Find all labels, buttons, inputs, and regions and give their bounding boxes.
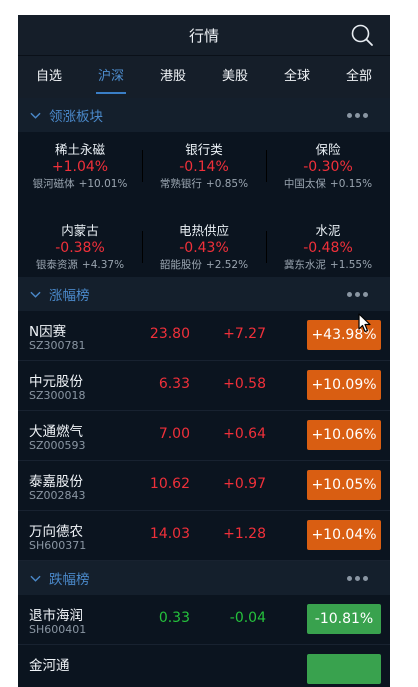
- sector-card[interactable]: 水泥 -0.48% 冀东水泥 +1.55%: [266, 213, 390, 274]
- stock-code: SZ300781: [29, 339, 86, 352]
- stock-code: SH600371: [29, 539, 87, 552]
- page-title: 行情: [188, 26, 219, 45]
- stock-price: 14.03: [149, 526, 190, 542]
- leading-stock-name: 常熟银行: [159, 178, 202, 190]
- sector-change: -0.14%: [179, 159, 229, 175]
- sector-card[interactable]: 银行类 -0.14% 常熟银行 +0.85%: [142, 132, 266, 193]
- sector-change: -0.30%: [303, 159, 353, 175]
- sector-name: 电热供应: [178, 223, 229, 238]
- search-icon[interactable]: [350, 23, 374, 47]
- leading-stock-change: +2.52%: [205, 259, 249, 271]
- stock-name: 退市海润: [29, 608, 83, 624]
- tab-us-stocks[interactable]: 美股: [221, 69, 248, 84]
- stock-change: +0.97: [223, 476, 266, 492]
- stock-row[interactable]: 金河通: [18, 645, 390, 684]
- stock-change-badge: [307, 654, 381, 684]
- stock-name: 泰嘉股份: [29, 474, 83, 490]
- stock-row[interactable]: 退市海润 SH600401 0.33 -0.04 -10.81%: [18, 595, 390, 645]
- gainers-list: N因赛 SZ300781 23.80 +7.27 +43.98% 中元股份 SZ…: [18, 311, 390, 561]
- leading-stock-name: 银泰资源: [35, 259, 78, 271]
- sector-name: 水泥: [315, 223, 341, 238]
- app-screen: 行情 自选 沪深 港股 美股 全球 全部 领涨板块 稀土永磁 +1.04% 银河…: [18, 15, 390, 687]
- stock-name: N因赛: [29, 324, 67, 340]
- stock-price: 0.33: [158, 610, 190, 626]
- stock-code: SZ000593: [29, 439, 86, 452]
- tab-watchlist[interactable]: 自选: [35, 69, 62, 84]
- more-icon[interactable]: [347, 113, 368, 118]
- sector-name: 内蒙古: [61, 223, 99, 238]
- section-title: 跌幅榜: [49, 572, 90, 588]
- more-icon[interactable]: [347, 292, 368, 297]
- stock-change-badge: -10.81%: [307, 604, 381, 634]
- stock-name: 金河通: [29, 658, 70, 674]
- section-leading-sectors[interactable]: 领涨板块: [18, 98, 390, 132]
- sector-name: 保险: [315, 142, 341, 157]
- leading-stock-name: 中国太保: [283, 178, 326, 190]
- sector-change: -0.43%: [179, 240, 229, 256]
- sector-change: +1.04%: [51, 159, 109, 175]
- stock-change-badge: +43.98%: [307, 320, 381, 350]
- stock-row[interactable]: 大通燃气 SZ000593 7.00 +0.64 +10.06%: [18, 411, 390, 461]
- sector-card[interactable]: 电热供应 -0.43% 韶能股份 +2.52%: [142, 213, 266, 274]
- stock-change-badge: +10.05%: [307, 470, 381, 500]
- sector-change: -0.48%: [303, 240, 353, 256]
- stock-price: 10.62: [149, 476, 190, 492]
- sector-name: 稀土永磁: [54, 142, 105, 157]
- stock-row[interactable]: 中元股份 SZ300018 6.33 +0.58 +10.09%: [18, 361, 390, 411]
- stock-name: 大通燃气: [29, 424, 83, 440]
- stock-name: 万向德农: [29, 524, 83, 540]
- stock-code: SZ300018: [29, 389, 86, 402]
- tab-hong-kong[interactable]: 港股: [159, 69, 186, 84]
- tab-all[interactable]: 全部: [345, 69, 372, 84]
- stock-code: SH600401: [29, 623, 87, 636]
- losers-list: 退市海润 SH600401 0.33 -0.04 -10.81% 金河通: [18, 595, 390, 684]
- stock-row[interactable]: 万向德农 SH600371 14.03 +1.28 +10.04%: [18, 511, 390, 561]
- market-tabs: 自选 沪深 港股 美股 全球 全部: [18, 56, 390, 98]
- section-top-gainers[interactable]: 涨幅榜: [18, 277, 390, 311]
- stock-price: 7.00: [158, 426, 190, 442]
- section-top-losers[interactable]: 跌幅榜: [18, 561, 390, 595]
- sector-card[interactable]: 稀土永磁 +1.04% 银河磁体 +10.01%: [18, 132, 142, 193]
- sector-change: -0.38%: [55, 240, 105, 256]
- stock-change: +7.27: [223, 326, 266, 342]
- sector-card[interactable]: 保险 -0.30% 中国太保 +0.15%: [266, 132, 390, 193]
- chevron-down-icon: [30, 575, 41, 582]
- leading-stock-change: +0.85%: [205, 178, 249, 190]
- more-icon[interactable]: [347, 576, 368, 581]
- leading-stock-name: 银河磁体: [32, 178, 75, 190]
- stock-change-badge: +10.06%: [307, 420, 381, 450]
- leading-stock-name: 冀东水泥: [283, 259, 326, 271]
- tab-shanghai-shenzhen[interactable]: 沪深: [95, 56, 127, 98]
- sector-grid: 稀土永磁 +1.04% 银河磁体 +10.01% 银行类 -0.14% 常熟银行 +…: [18, 132, 390, 274]
- sector-card[interactable]: 内蒙古 -0.38% 银泰资源 +4.37%: [18, 213, 142, 274]
- stock-change: +0.64: [223, 426, 266, 442]
- stock-change: +0.58: [223, 376, 266, 392]
- stock-change: -0.04: [229, 610, 266, 626]
- stock-row[interactable]: N因赛 SZ300781 23.80 +7.27 +43.98%: [18, 311, 390, 361]
- stock-price: 23.80: [149, 326, 190, 342]
- stock-price: 6.33: [158, 376, 190, 392]
- chevron-down-icon: [30, 112, 41, 119]
- stock-change-badge: +10.09%: [307, 370, 381, 400]
- section-title: 涨幅榜: [49, 288, 90, 304]
- stock-change: +1.28: [223, 526, 266, 542]
- chevron-down-icon: [30, 291, 41, 298]
- tab-global[interactable]: 全球: [283, 69, 310, 84]
- stock-change-badge: +10.04%: [307, 520, 381, 550]
- stock-name: 中元股份: [29, 374, 83, 390]
- stock-code: SZ002843: [29, 489, 86, 502]
- leading-stock-change: +0.15%: [329, 178, 373, 190]
- leading-stock-change: +4.37%: [81, 259, 125, 271]
- stock-row[interactable]: 泰嘉股份 SZ002843 10.62 +0.97 +10.05%: [18, 461, 390, 511]
- section-title: 领涨板块: [49, 109, 103, 125]
- title-bar: 行情: [18, 15, 390, 56]
- sector-name: 银行类: [185, 142, 223, 157]
- leading-stock-change: +1.55%: [329, 259, 373, 271]
- leading-stock-change: +10.01%: [78, 178, 128, 190]
- leading-stock-name: 韶能股份: [159, 259, 202, 271]
